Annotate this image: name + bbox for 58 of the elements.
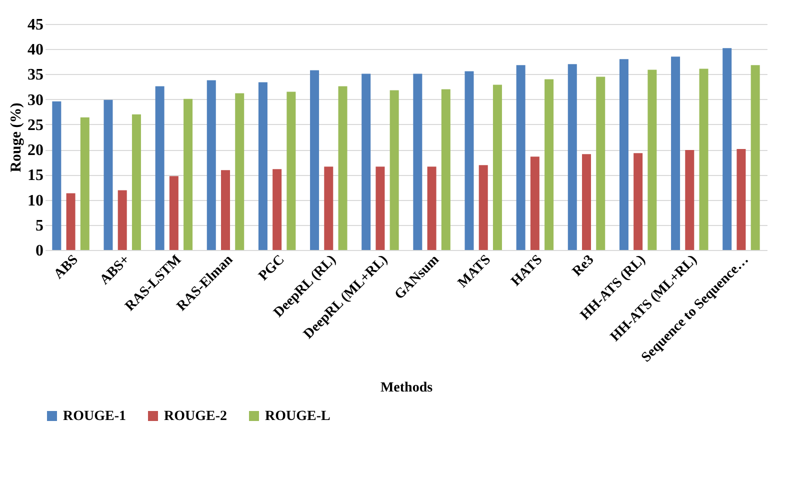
bar (685, 150, 694, 250)
bar (634, 153, 643, 250)
x-axis-title: Methods (380, 380, 434, 396)
bar (596, 76, 606, 250)
bar (155, 86, 164, 250)
bar (80, 117, 90, 250)
y-axis-title: Rouge (%) (8, 102, 24, 172)
bar (338, 86, 348, 250)
bar (582, 154, 591, 250)
bar (206, 80, 216, 250)
y-tick-label: 30 (28, 92, 44, 109)
bar (544, 79, 554, 250)
bar (66, 193, 76, 250)
bar (516, 65, 526, 250)
legend-label: ROUGE-1 (63, 409, 126, 424)
bar (427, 166, 436, 250)
bar (310, 70, 320, 250)
bar (52, 101, 62, 250)
bar (258, 82, 268, 250)
bar (699, 68, 708, 250)
legend-label: ROUGE-2 (164, 409, 227, 424)
bar (413, 74, 422, 250)
legend-label: ROUGE-L (265, 409, 330, 424)
bar (530, 156, 540, 250)
y-tick-label: 10 (28, 192, 44, 210)
bar (750, 65, 760, 250)
bar (464, 71, 474, 250)
bar (648, 70, 657, 250)
y-tick-label: 20 (28, 142, 44, 160)
bar (376, 166, 385, 250)
bar (390, 90, 399, 250)
x-tick-label: Re3 (570, 252, 598, 280)
y-tick-label: 15 (28, 167, 44, 184)
bar (324, 166, 334, 250)
bar (221, 170, 230, 250)
y-tick-label: 25 (28, 116, 44, 134)
bar (492, 84, 502, 250)
bar (184, 98, 193, 250)
bar (104, 100, 113, 250)
y-tick-label: 35 (28, 66, 44, 84)
y-tick-label: 40 (28, 42, 44, 59)
bar (441, 89, 450, 250)
bar (272, 169, 282, 250)
bar (722, 48, 732, 250)
bar (671, 56, 680, 250)
y-tick-label: 0 (36, 242, 44, 260)
bar (478, 165, 488, 250)
bar (619, 59, 628, 250)
bar (169, 176, 178, 250)
bar (568, 64, 577, 250)
bar (132, 114, 141, 250)
bar (286, 92, 296, 250)
bar (235, 93, 244, 250)
bar (118, 190, 127, 250)
y-tick-label: 5 (36, 217, 44, 234)
y-tick-label: 45 (28, 16, 44, 34)
bar (362, 74, 371, 250)
bar (736, 149, 746, 250)
